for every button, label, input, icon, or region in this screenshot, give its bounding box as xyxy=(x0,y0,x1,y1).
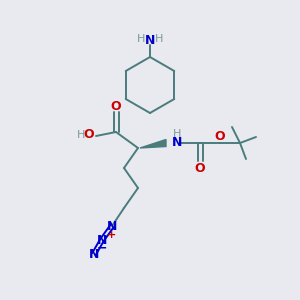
Text: H: H xyxy=(173,129,181,139)
Polygon shape xyxy=(140,140,166,148)
Text: N: N xyxy=(107,220,117,232)
Text: N: N xyxy=(97,233,107,247)
Text: H: H xyxy=(137,34,145,44)
Text: O: O xyxy=(215,130,225,143)
Text: −: − xyxy=(97,242,107,254)
Text: O: O xyxy=(111,100,121,112)
Text: H: H xyxy=(77,130,85,140)
Text: H: H xyxy=(155,34,163,44)
Text: +: + xyxy=(106,230,116,240)
Text: O: O xyxy=(195,161,205,175)
Text: N: N xyxy=(89,248,99,260)
Text: N: N xyxy=(172,136,182,148)
Text: O: O xyxy=(84,128,94,142)
Text: N: N xyxy=(145,34,155,46)
